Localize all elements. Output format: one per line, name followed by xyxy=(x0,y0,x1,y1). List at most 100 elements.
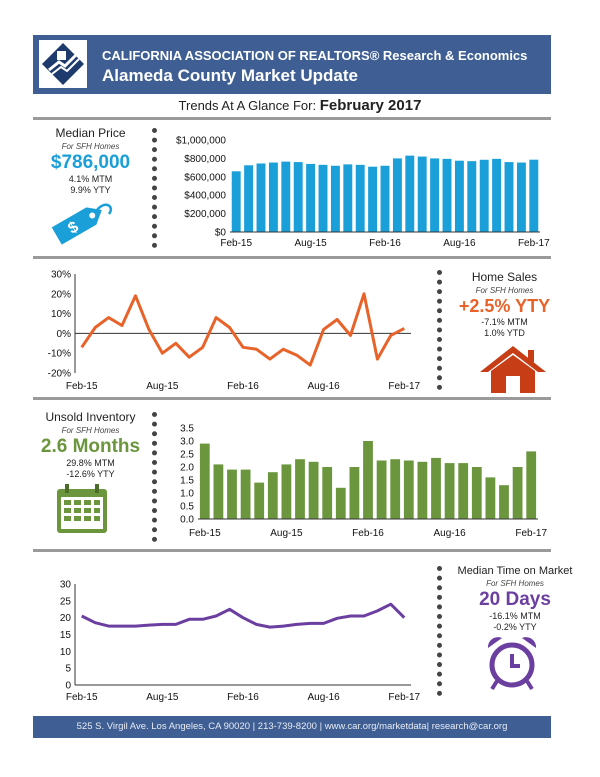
y-tick-label: 2.0 xyxy=(180,463,194,474)
section-divider xyxy=(33,549,551,552)
y-tick-label: 0.5 xyxy=(180,502,194,513)
y-tick-label: 20 xyxy=(60,613,72,624)
time-on-market-title: Median Time on Market xyxy=(457,565,573,577)
series-line xyxy=(81,602,406,629)
home-sales-panel: Home Sales For SFH Homes +2.5% YTY -7.1%… xyxy=(447,270,562,339)
time-on-market-chart: 0 5 10 15 20 25 30 Feb-15 Aug-15 Feb-16 Aug-16 Feb-… xyxy=(60,580,421,704)
bar xyxy=(343,164,353,232)
x-tick-label: Feb-16 xyxy=(227,381,259,392)
bar xyxy=(454,160,464,232)
y-tick-label: 25 xyxy=(60,596,72,607)
y-tick-label: 1.0 xyxy=(180,489,194,500)
bar xyxy=(390,459,401,519)
bar xyxy=(485,477,496,519)
y-tick-label: 10 xyxy=(60,647,72,658)
bar xyxy=(295,459,305,519)
bar xyxy=(467,161,477,232)
bar xyxy=(499,485,509,519)
median-price-chart: $0 $200,000 $400,000 $600,000 $800,000 $1,000… xyxy=(176,136,550,250)
time-on-market-value: 20 Days xyxy=(479,589,551,610)
x-tick-label: Aug-15 xyxy=(146,381,179,392)
bar xyxy=(281,464,292,519)
x-tick-label: Aug-15 xyxy=(146,692,179,703)
bar xyxy=(417,156,427,232)
dotted-divider xyxy=(437,566,442,696)
bar xyxy=(529,159,539,232)
bar xyxy=(526,451,537,519)
y-tick-label: 10% xyxy=(51,309,71,320)
x-tick-label: Aug-16 xyxy=(308,692,341,703)
y-tick-label: 0% xyxy=(57,329,72,340)
home-sales-mtm: -7.1% MTM xyxy=(481,316,528,327)
section-divider xyxy=(33,117,551,120)
bar xyxy=(213,464,224,519)
median-price-mtm: 4.1% MTM xyxy=(68,173,113,184)
bar xyxy=(444,463,455,519)
inventory-chart: 0.0 0.5 1.0 1.5 2.0 2.5 3.0 3.5 Feb-15 Aug-15 Feb-… xyxy=(180,424,547,540)
bar xyxy=(244,165,254,232)
y-tick-label: 15 xyxy=(60,630,72,641)
car-logo xyxy=(39,40,87,88)
home-sales-subtitle: For SFH Homes xyxy=(475,286,534,295)
bar xyxy=(417,461,428,519)
x-tick-label: Aug-16 xyxy=(308,381,341,392)
y-tick-label: 30% xyxy=(51,270,71,281)
bar xyxy=(376,460,387,519)
series-line xyxy=(80,292,405,367)
section-divider xyxy=(33,397,551,400)
inventory-panel: Unsold Inventory For SFH Homes 2.6 Month… xyxy=(33,410,148,480)
bar xyxy=(293,162,303,232)
bar xyxy=(308,461,319,519)
price-tag-icon: $ xyxy=(45,196,117,248)
time-on-market-panel: Median Time on Market For SFH Homes 20 D… xyxy=(445,565,585,633)
bar xyxy=(349,467,360,519)
x-tick-label: Feb-17 xyxy=(518,238,550,249)
y-tick-label: 3.5 xyxy=(180,424,194,435)
y-tick-label: -20% xyxy=(48,369,71,380)
y-tick-label: $200,000 xyxy=(184,209,226,220)
bar xyxy=(471,467,482,519)
median-price-yty: 9.9% YTY xyxy=(70,185,111,196)
inventory-value: 2.6 Months xyxy=(40,436,141,457)
y-tick-label: $600,000 xyxy=(184,172,226,183)
inventory-yty: -12.6% YTY xyxy=(66,469,115,480)
bar xyxy=(268,162,278,232)
dotted-divider xyxy=(152,412,157,542)
median-price-subtitle: For SFH Homes xyxy=(61,142,120,151)
x-tick-label: Feb-15 xyxy=(220,238,252,249)
x-tick-label: Feb-15 xyxy=(66,381,98,392)
header-organization: CALIFORNIA ASSOCIATION OF REALTORS® Rese… xyxy=(102,48,528,63)
bar xyxy=(368,166,378,232)
alarm-clock-icon xyxy=(482,634,542,692)
inventory-subtitle: For SFH Homes xyxy=(61,426,120,435)
dotted-divider xyxy=(437,270,442,390)
bar xyxy=(267,472,278,519)
median-price-value: $786,000 xyxy=(50,152,131,173)
bar xyxy=(355,164,365,232)
y-tick-label: 0 xyxy=(65,681,71,692)
x-tick-label: Feb-15 xyxy=(66,692,98,703)
bar xyxy=(322,467,333,519)
bar xyxy=(504,162,514,232)
bar xyxy=(363,441,373,519)
bar xyxy=(335,487,346,519)
y-tick-label: 20% xyxy=(51,289,71,300)
x-tick-label: Feb-15 xyxy=(189,528,221,539)
home-sales-chart: -20% -10% 0% 10% 20% 30% Feb-15 Aug-15 Feb-16 Aug… xyxy=(48,270,421,393)
x-tick-label: Aug-15 xyxy=(294,238,327,249)
bar xyxy=(392,158,402,232)
y-tick-label: 2.5 xyxy=(180,450,194,461)
x-tick-label: Feb-16 xyxy=(369,238,401,249)
bar xyxy=(403,460,414,519)
bar xyxy=(231,171,241,232)
y-tick-label: $0 xyxy=(215,228,227,239)
bar xyxy=(430,158,440,232)
time-on-market-mtm: -16.1% MTM xyxy=(489,610,541,621)
x-tick-label: Feb-16 xyxy=(227,692,259,703)
dotted-divider xyxy=(152,128,157,248)
trends-heading: Trends At A Glance For: February 2017 xyxy=(0,97,600,114)
x-tick-label: Feb-17 xyxy=(388,692,420,703)
y-tick-label: 1.5 xyxy=(180,476,194,487)
bar xyxy=(254,482,265,519)
home-sales-ytd: 1.0% YTD xyxy=(484,328,525,339)
